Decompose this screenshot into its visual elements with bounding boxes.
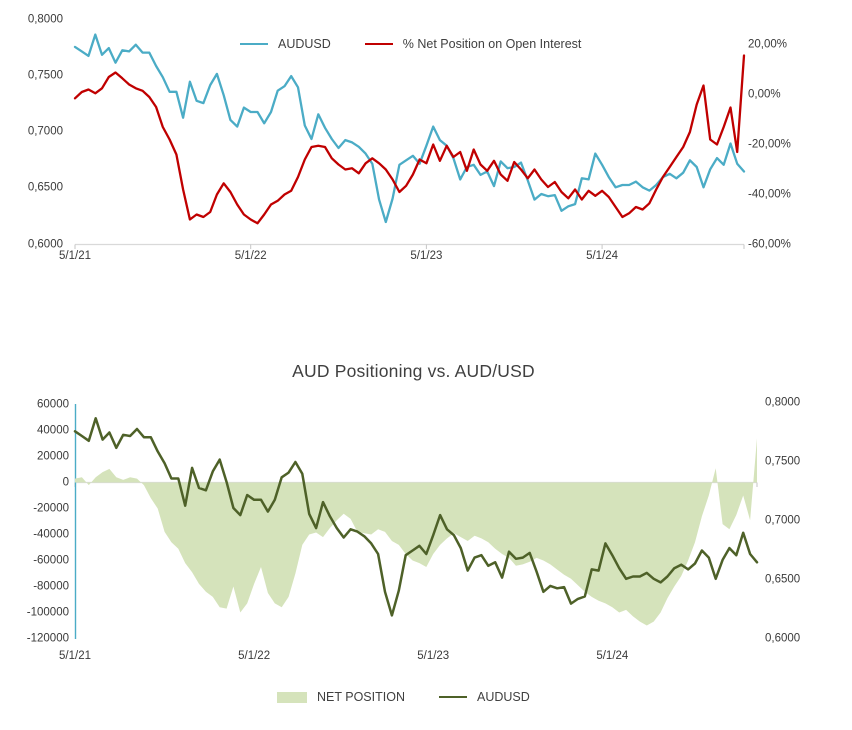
net-pct-line-swatch-icon bbox=[364, 43, 393, 45]
x-axis-label: 5/1/21 bbox=[59, 650, 91, 662]
right-axis-label: 0,6000 bbox=[765, 632, 801, 645]
left-axis-label: 60000 bbox=[37, 397, 69, 410]
bottom-chart-legend: NET POSITION AUDUSD bbox=[277, 690, 530, 704]
right-axis-label: 0,8000 bbox=[765, 396, 801, 409]
left-axis-label: -100000 bbox=[26, 605, 69, 618]
left-axis-label: -80000 bbox=[33, 579, 69, 592]
left-axis-label: -40000 bbox=[33, 527, 69, 540]
right-axis-label: -40,00% bbox=[748, 187, 791, 200]
audusd-olive-line-swatch-icon bbox=[438, 696, 467, 698]
legend-label-audusd-bottom: AUDUSD bbox=[476, 690, 530, 704]
right-axis-label: 20,00% bbox=[748, 37, 788, 50]
legend-label-net-position: NET POSITION bbox=[317, 690, 405, 704]
right-axis-label: 0,00% bbox=[748, 87, 781, 100]
x-axis-label: 5/1/23 bbox=[410, 250, 443, 262]
x-axis-label: 5/1/24 bbox=[596, 650, 629, 662]
net-pct-line bbox=[73, 54, 746, 225]
audusd-line bbox=[73, 33, 746, 224]
left-axis-label: 40000 bbox=[37, 423, 69, 436]
x-axis-label: 5/1/21 bbox=[59, 250, 91, 262]
left-axis-label: 0,7500 bbox=[27, 69, 63, 82]
x-axis-label: 5/1/23 bbox=[417, 650, 450, 662]
audusd-vs-net-pct-chart bbox=[73, 33, 746, 249]
audusd-line bbox=[73, 417, 759, 617]
left-axis-label: 0,6000 bbox=[27, 237, 63, 250]
x-axis-label: 5/1/22 bbox=[238, 650, 271, 662]
x-axis-label: 5/1/24 bbox=[586, 250, 619, 262]
left-axis-label: 0,6500 bbox=[27, 181, 63, 194]
left-axis-label: -120000 bbox=[26, 631, 69, 644]
right-axis-label: 0,7000 bbox=[765, 514, 801, 527]
left-axis-label: 20000 bbox=[37, 449, 69, 462]
top-chart-legend: AUDUSD % Net Position on Open Interest bbox=[240, 37, 581, 51]
legend-label-net-pct: % Net Position on Open Interest bbox=[402, 37, 582, 51]
right-axis-label: 0,6500 bbox=[765, 573, 801, 586]
net-position-area bbox=[75, 438, 757, 626]
left-axis-label: 0 bbox=[62, 475, 69, 488]
x-axis-label: 5/1/22 bbox=[234, 250, 267, 262]
bottom-chart-title: AUD Positioning vs. AUD/USD bbox=[292, 361, 535, 381]
left-axis-label: 0,7000 bbox=[27, 125, 63, 138]
left-axis-label: -60000 bbox=[33, 553, 69, 566]
right-axis-label: 0,7500 bbox=[765, 455, 801, 468]
legend-label-audusd: AUDUSD bbox=[278, 37, 331, 51]
right-axis-label: -60,00% bbox=[748, 237, 791, 250]
left-axis-label: -20000 bbox=[33, 501, 69, 514]
audusd-line-swatch-icon bbox=[240, 43, 268, 45]
right-axis-label: -20,00% bbox=[748, 137, 791, 150]
left-axis-label: 0,8000 bbox=[27, 13, 63, 26]
net-position-area-swatch-icon bbox=[277, 691, 307, 703]
